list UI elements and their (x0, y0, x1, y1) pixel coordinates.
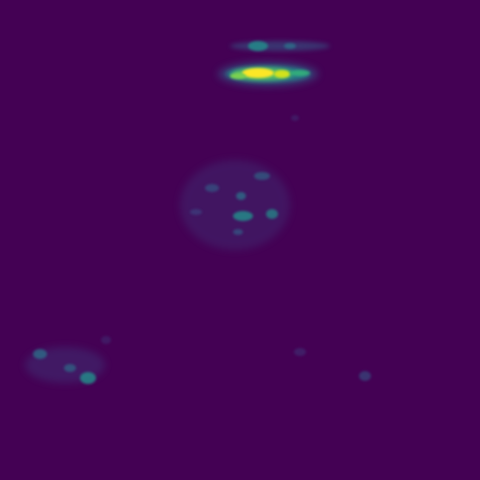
bright-streak-top (218, 62, 318, 86)
faint-streak-top (230, 41, 330, 51)
middle-cluster (180, 160, 290, 250)
